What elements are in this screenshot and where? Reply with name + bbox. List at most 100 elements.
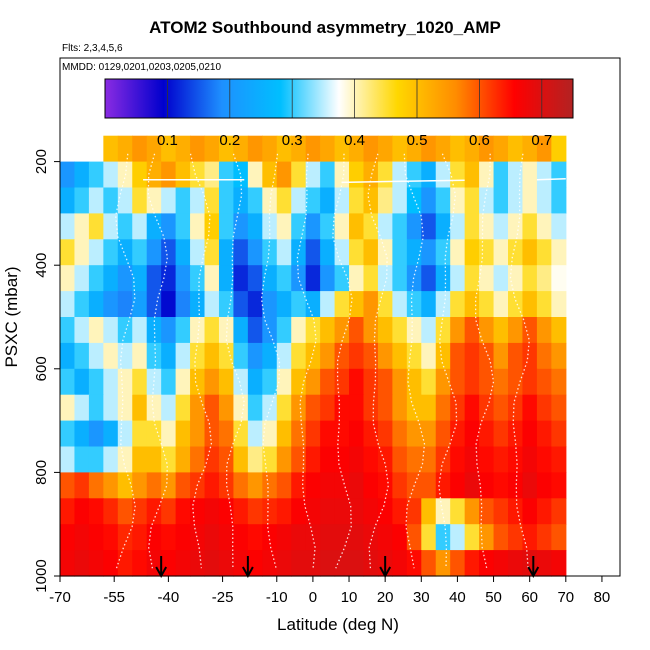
heatmap-cell	[392, 265, 408, 292]
heatmap-cell	[146, 317, 162, 344]
heatmap-cell	[161, 291, 177, 318]
heatmap-cell	[60, 291, 76, 318]
x-tick-label: -25	[212, 589, 234, 606]
heatmap-cell	[233, 498, 249, 525]
heatmap-cell	[508, 446, 524, 473]
heatmap-cell	[305, 342, 321, 370]
heatmap-cell	[392, 368, 408, 396]
heatmap-cell	[74, 265, 90, 292]
heatmap-cell	[262, 342, 278, 370]
heatmap-cell	[291, 498, 307, 525]
heatmap-cell	[204, 317, 220, 344]
heatmap-cell	[276, 498, 292, 525]
heatmap-cell	[103, 498, 119, 525]
heatmap-cell	[132, 342, 148, 370]
heatmap-cell	[233, 161, 249, 189]
heatmap-cell	[392, 317, 408, 344]
heatmap-cell	[493, 135, 509, 163]
heatmap-cell	[161, 446, 177, 473]
heatmap-cell	[74, 213, 90, 240]
heatmap-cell	[464, 394, 480, 422]
heatmap-cell	[190, 342, 206, 370]
heatmap-cell	[175, 394, 191, 422]
heatmap-cell	[493, 498, 509, 525]
heatmap-cell	[60, 342, 76, 370]
heatmap-cell	[247, 239, 263, 266]
heatmap-cell	[117, 446, 133, 473]
heatmap-cell	[435, 187, 451, 214]
heatmap-cell	[493, 446, 509, 473]
flight-track-line	[189, 153, 213, 569]
heatmap-cell	[218, 524, 235, 551]
heatmap-cell	[218, 420, 235, 448]
heatmap-cell	[60, 213, 76, 240]
heatmap-cell	[406, 550, 422, 577]
heatmap-cell	[349, 213, 365, 240]
heatmap-cell	[74, 368, 90, 396]
heatmap-cell	[276, 317, 292, 344]
heatmap-cell	[276, 550, 292, 577]
heatmap-cell	[450, 420, 466, 448]
heatmap-cell	[479, 317, 495, 344]
heatmap-cell	[406, 291, 422, 318]
heatmap-cell	[218, 213, 235, 240]
heatmap-cell	[146, 291, 162, 318]
heatmap-cell	[247, 420, 263, 448]
heatmap-cell	[233, 472, 249, 499]
heatmap-cell	[103, 265, 119, 292]
heatmap-cell	[392, 342, 408, 370]
heatmap-cell	[392, 213, 408, 240]
heatmap-cell	[190, 161, 206, 189]
heatmap-layer	[60, 135, 567, 577]
heatmap-cell	[218, 394, 235, 422]
heatmap-cell	[392, 550, 408, 577]
heatmap-cell	[435, 135, 451, 163]
heatmap-cell	[392, 498, 408, 525]
heatmap-cell	[363, 368, 379, 396]
heatmap-cell	[421, 550, 437, 577]
heatmap-cell	[74, 317, 90, 344]
heatmap-cell	[218, 291, 235, 318]
heatmap-cell	[233, 342, 249, 370]
heatmap-cell	[60, 446, 76, 473]
heatmap-cell	[392, 524, 408, 551]
heatmap-cell	[377, 394, 393, 422]
heatmap-cell	[450, 472, 466, 499]
heatmap-cell	[132, 291, 148, 318]
heatmap-cell	[117, 368, 133, 396]
heatmap-cell	[406, 317, 422, 344]
heatmap-cell	[334, 239, 350, 266]
heatmap-cell	[74, 550, 90, 577]
heatmap-cell	[305, 498, 321, 525]
heatmap-cell	[406, 239, 422, 266]
heatmap-cell	[218, 317, 235, 344]
heatmap-cell	[479, 472, 495, 499]
heatmap-cell	[247, 524, 263, 551]
heatmap-cell	[161, 317, 177, 344]
heatmap-cell	[363, 550, 379, 577]
flight-track-line	[296, 153, 317, 569]
heatmap-cell	[262, 420, 278, 448]
heatmap-cell	[349, 317, 365, 344]
x-tick-label: 10	[341, 589, 358, 606]
heatmap-cell	[464, 368, 480, 396]
heatmap-cell	[74, 524, 90, 551]
heatmap-cell	[522, 524, 538, 551]
heatmap-cell	[60, 187, 76, 214]
heatmap-cell	[233, 524, 249, 551]
colorbar-ticks: 0.1 0.2 0.3 0.4 0.5 0.6 0.7	[157, 79, 552, 149]
heatmap-cell	[276, 213, 292, 240]
heatmap-cell	[421, 239, 437, 266]
heatmap-cell	[508, 161, 524, 189]
heatmap-cell	[435, 265, 451, 292]
heatmap-cell	[522, 342, 538, 370]
heatmap-cell	[262, 368, 278, 396]
heatmap-cell	[406, 498, 422, 525]
heatmap-cell	[233, 265, 249, 292]
heatmap-cell	[117, 187, 133, 214]
heatmap-cell	[88, 291, 104, 318]
heatmap-cell	[103, 420, 119, 448]
heatmap-cell	[204, 213, 220, 240]
heatmap-cell	[103, 213, 119, 240]
